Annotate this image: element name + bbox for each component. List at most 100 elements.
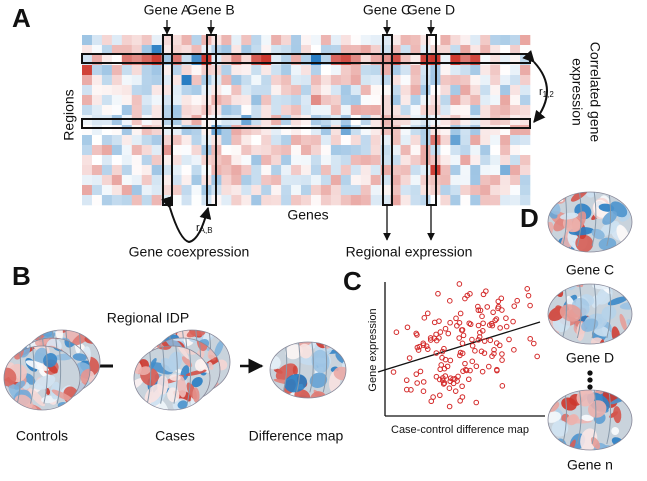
- heat-cell: [310, 65, 322, 76]
- sulcus: [160, 346, 165, 404]
- scatter-point: [431, 335, 438, 342]
- scatter-point: [467, 291, 473, 297]
- heat-cell: [281, 175, 292, 186]
- heat-cell: [101, 75, 113, 86]
- heat-cell: [291, 75, 302, 86]
- heat-cell: [301, 115, 312, 126]
- heat-cell: [131, 65, 143, 76]
- scatter-point: [420, 342, 427, 348]
- heat-cell: [310, 45, 322, 56]
- heat-cell: [161, 185, 172, 196]
- heat-cell: [171, 85, 182, 96]
- scatter-point: [424, 346, 431, 352]
- heat-cell: [330, 45, 342, 56]
- heat-cell: [271, 95, 282, 106]
- heat-cell: [101, 185, 113, 196]
- heat-cell: [221, 155, 232, 166]
- heat-cell: [261, 95, 272, 106]
- heat-cell: [510, 65, 521, 76]
- heat-cell: [111, 125, 123, 136]
- heat-cell: [301, 55, 312, 66]
- patch: [561, 397, 577, 411]
- heat-cell: [390, 125, 401, 136]
- heat-cell: [281, 105, 292, 116]
- heat-cell: [370, 125, 381, 136]
- heat-cell: [350, 95, 362, 106]
- heat-cell: [370, 135, 381, 146]
- heat-cell: [460, 105, 471, 116]
- heat-cell: [410, 95, 421, 106]
- heat-cell: [101, 195, 113, 206]
- heat-cell: [330, 175, 342, 186]
- heat-cell: [131, 175, 143, 186]
- heat-cell: [231, 175, 242, 186]
- scatter-point: [503, 323, 510, 330]
- heat-cell: [191, 145, 202, 156]
- heat-cell: [360, 55, 372, 66]
- heat-cell: [241, 145, 252, 156]
- heat-cell: [370, 55, 381, 66]
- patch: [214, 339, 224, 357]
- heat-cell: [350, 155, 362, 166]
- heat-cell: [91, 65, 103, 76]
- heat-cell: [520, 145, 531, 156]
- heat-cell: [460, 75, 471, 86]
- heat-cell: [141, 75, 152, 86]
- heat-cell: [420, 55, 431, 66]
- heat-cell: [340, 195, 352, 206]
- scatter-point: [473, 399, 480, 406]
- panel-letter: B: [12, 261, 31, 291]
- heat-cell: [161, 55, 172, 66]
- heat-cell: [340, 185, 352, 196]
- heat-cell: [291, 145, 302, 156]
- heat-cell: [440, 85, 451, 96]
- heat-cell: [350, 75, 362, 86]
- heat-cell: [450, 195, 461, 206]
- heat-cell: [450, 145, 461, 156]
- scatter-point: [459, 394, 466, 400]
- heat-cell: [360, 175, 372, 186]
- heat-cell: [460, 55, 471, 66]
- heat-cell: [161, 75, 172, 86]
- heat-cell: [281, 185, 292, 196]
- heat-cell: [520, 95, 531, 106]
- heat-cell: [380, 135, 391, 146]
- heat-cell: [91, 175, 103, 186]
- heat-cell: [121, 195, 133, 206]
- heat-cell: [410, 85, 421, 96]
- heat-cell: [470, 195, 481, 206]
- heat-cell: [420, 75, 431, 86]
- heat-cell: [291, 135, 302, 146]
- heat-cell: [221, 95, 232, 106]
- scatter-point: [511, 347, 517, 353]
- axis-label: Regions: [61, 89, 77, 140]
- heat-cell: [131, 145, 143, 156]
- heat-cell: [161, 165, 172, 176]
- heat-cell: [121, 165, 133, 176]
- scatter-point: [435, 290, 441, 297]
- heat-cell: [330, 65, 342, 76]
- patch: [581, 414, 594, 422]
- heat-cell: [320, 75, 332, 86]
- heat-cell: [101, 175, 113, 186]
- heat-cell: [91, 85, 103, 96]
- heat-cell: [181, 75, 192, 86]
- heat-cell: [320, 105, 332, 116]
- scatter-point: [498, 295, 505, 302]
- patch: [144, 384, 163, 404]
- heat-cell: [251, 115, 262, 126]
- heat-cell: [500, 65, 511, 76]
- heat-cell: [310, 75, 322, 86]
- scatter-point: [491, 350, 497, 357]
- scatter-point: [524, 286, 531, 292]
- heat-cell: [410, 115, 421, 126]
- heat-cell: [171, 135, 182, 146]
- heat-cell: [141, 85, 152, 96]
- scatter-point: [472, 348, 478, 354]
- heat-cell: [380, 185, 391, 196]
- heat-cell: [350, 85, 362, 96]
- heat-cell: [281, 75, 292, 86]
- heat-cell: [111, 195, 123, 206]
- scatter-point: [450, 380, 457, 387]
- heat-cell: [520, 65, 531, 76]
